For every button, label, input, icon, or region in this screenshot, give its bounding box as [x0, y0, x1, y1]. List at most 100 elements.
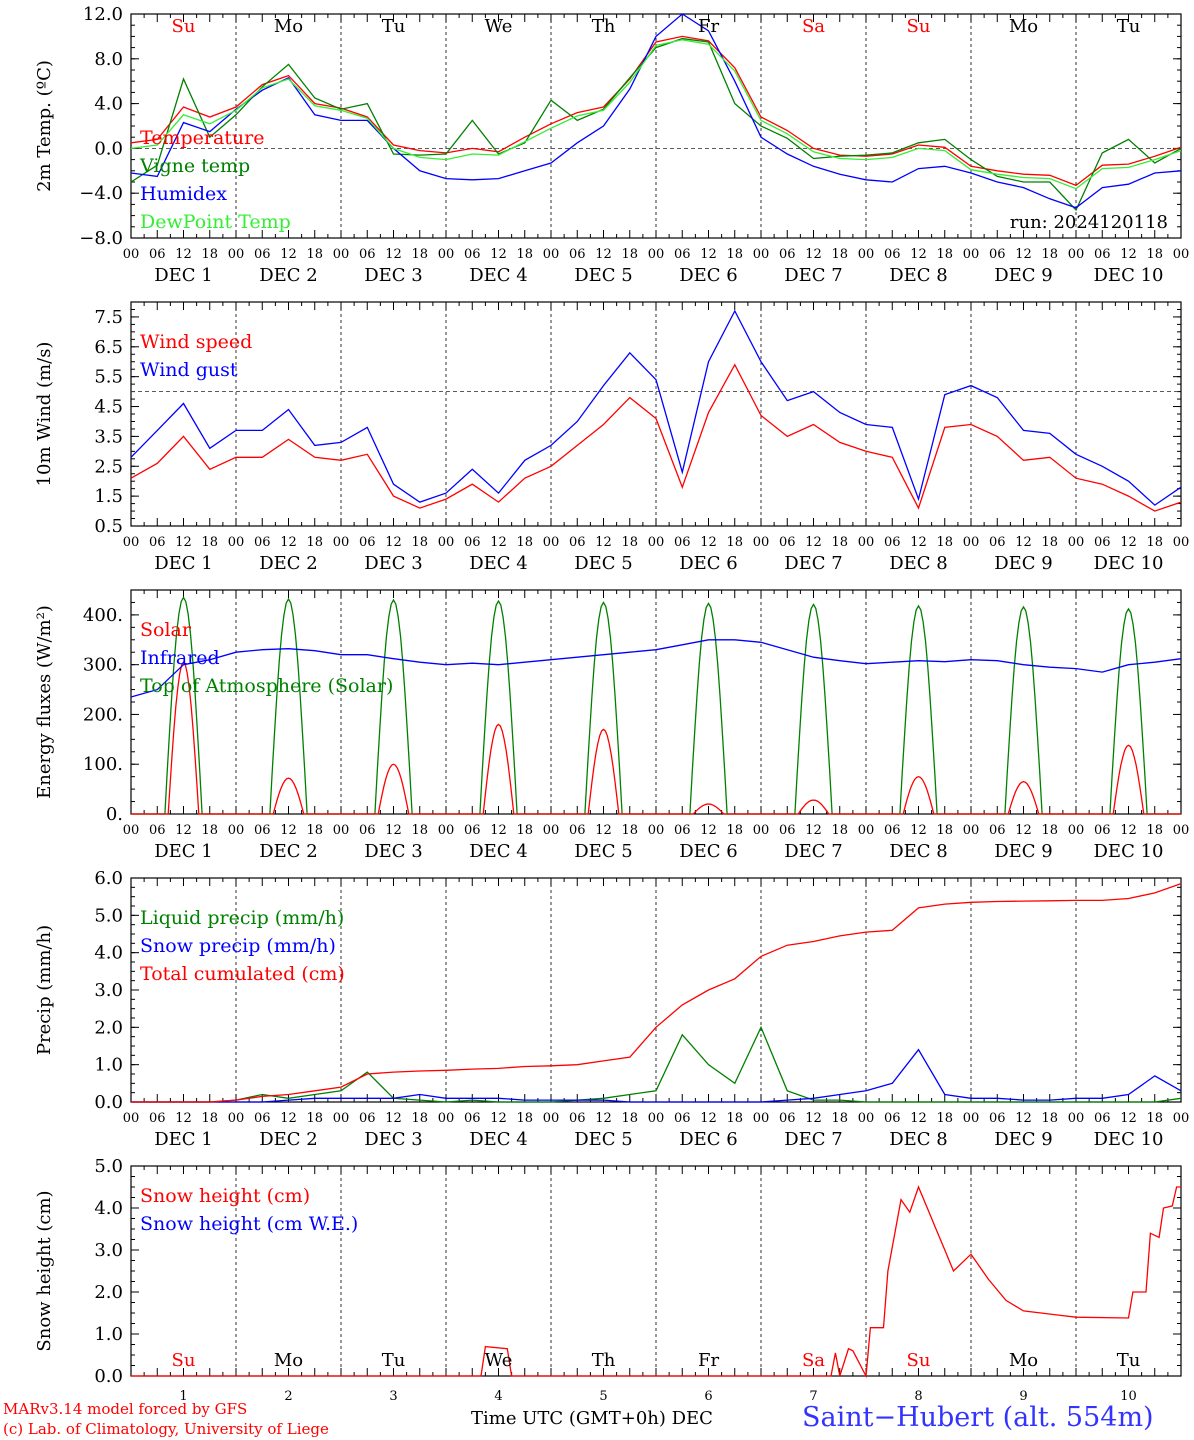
- x-hour-label: 00: [648, 1111, 665, 1126]
- x-date-label: DEC 5: [574, 553, 633, 574]
- x-hour-label: 00: [1068, 1111, 1085, 1126]
- x-hour-label: 00: [858, 1111, 875, 1126]
- x-hour-label: 00: [123, 823, 140, 838]
- x-hour-label: 00: [1068, 247, 1085, 262]
- x-hour-label: 12: [1015, 1111, 1032, 1126]
- x-date-label: DEC 10: [1094, 553, 1164, 574]
- x-hour-label: 06: [254, 535, 271, 550]
- y-tick-label: 200.: [83, 704, 123, 725]
- y-tick-label: 3.5: [94, 426, 123, 447]
- legend-total-cumulated-cm: Total cumulated (cm): [140, 963, 345, 985]
- x-hour-label: 12: [595, 1111, 612, 1126]
- x-hour-label: 06: [674, 823, 691, 838]
- x-hour-label: 00: [963, 1111, 980, 1126]
- weekday-label: Fr: [698, 16, 719, 37]
- x-hour-label: 06: [464, 535, 481, 550]
- x-hour-label: 18: [621, 823, 638, 838]
- x-hour-label: 18: [411, 535, 428, 550]
- weekday-label: We: [485, 16, 513, 37]
- x-hour-label: 00: [1068, 823, 1085, 838]
- y-tick-label: 1.5: [94, 486, 123, 507]
- x-hour-label: 18: [936, 247, 953, 262]
- x-hour-label: 18: [1146, 535, 1163, 550]
- weekday-label: Fr: [698, 1350, 719, 1371]
- x-hour-label: 12: [1120, 1111, 1137, 1126]
- x-hour-label: 18: [201, 1111, 218, 1126]
- legend-top-of-atmosphere-solar: Top of Atmosphere (Solar): [140, 675, 393, 697]
- x-hour-label: 00: [543, 1111, 560, 1126]
- legend-dewpoint-temp: DewPoint Temp: [140, 211, 291, 233]
- y-tick-label: 2.5: [94, 456, 123, 477]
- weekday-label: We: [485, 1350, 513, 1371]
- x-hour-label: 12: [595, 823, 612, 838]
- series-solar: [131, 661, 1181, 815]
- x-date-label: DEC 1: [154, 265, 213, 286]
- x-hour-label: 18: [1041, 247, 1058, 262]
- x-hour-label: 12: [1015, 535, 1032, 550]
- x-hour-label: 06: [884, 535, 901, 550]
- x-hour-label: 06: [254, 823, 271, 838]
- x-date-label: DEC 2: [259, 553, 318, 574]
- x-date-label: DEC 9: [994, 841, 1053, 862]
- x-hour-label: 18: [621, 535, 638, 550]
- x-hour-label: 12: [490, 823, 507, 838]
- y-tick-label: −4.0: [79, 183, 123, 204]
- x-hour-label: 18: [936, 823, 953, 838]
- x-hour-label: 18: [726, 1111, 743, 1126]
- x-hour-label: 12: [385, 823, 402, 838]
- y-tick-label: 4.0: [94, 943, 123, 964]
- x-hour-label: 12: [805, 1111, 822, 1126]
- x-day-number: 5: [599, 1389, 607, 1404]
- x-date-label: DEC 4: [469, 265, 528, 286]
- x-hour-label: 12: [700, 823, 717, 838]
- x-day-number: 1: [179, 1389, 187, 1404]
- x-date-label: DEC 2: [259, 841, 318, 862]
- legend-vigne-temp: Vigne temp: [139, 155, 250, 177]
- series-snow-height-cm: [131, 1185, 1181, 1379]
- x-hour-label: 06: [884, 1111, 901, 1126]
- x-hour-label: 00: [753, 535, 770, 550]
- x-date-label: DEC 6: [679, 265, 738, 286]
- legend-liquid-precip-mm-h: Liquid precip (mm/h): [140, 907, 344, 929]
- y-tick-label: 5.5: [94, 367, 123, 388]
- x-hour-label: 18: [1041, 823, 1058, 838]
- weekday-label: Th: [592, 16, 616, 37]
- x-hour-label: 06: [569, 247, 586, 262]
- x-hour-label: 00: [858, 823, 875, 838]
- x-axis-label: Time UTC (GMT+0h) DEC: [471, 1408, 713, 1429]
- x-hour-label: 18: [306, 535, 323, 550]
- x-hour-label: 06: [359, 535, 376, 550]
- x-hour-label: 06: [884, 247, 901, 262]
- x-hour-label: 06: [989, 247, 1006, 262]
- x-hour-label: 18: [831, 823, 848, 838]
- x-hour-label: 12: [595, 535, 612, 550]
- x-date-label: DEC 3: [364, 553, 423, 574]
- x-hour-label: 06: [1094, 535, 1111, 550]
- x-hour-label: 06: [254, 1111, 271, 1126]
- y-tick-label: 4.0: [94, 94, 123, 115]
- x-hour-label: 18: [1146, 1111, 1163, 1126]
- x-date-label: DEC 5: [574, 1129, 633, 1150]
- series-snow-precip-mm-h: [131, 1048, 1182, 1103]
- x-hour-label: 18: [306, 1111, 323, 1126]
- x-hour-label: 00: [123, 1111, 140, 1126]
- y-axis-label: Energy fluxes (W/m²): [34, 605, 55, 799]
- x-hour-label: 06: [254, 247, 271, 262]
- x-day-number: 2: [284, 1389, 292, 1404]
- x-hour-label: 12: [175, 535, 192, 550]
- x-hour-label: 00: [1173, 247, 1190, 262]
- x-hour-label: 06: [149, 535, 166, 550]
- weekday-label: Th: [592, 1350, 616, 1371]
- x-hour-label: 12: [1120, 823, 1137, 838]
- x-hour-label: 18: [831, 247, 848, 262]
- x-hour-label: 06: [989, 1111, 1006, 1126]
- x-hour-label: 12: [280, 535, 297, 550]
- x-date-label: DEC 7: [784, 841, 843, 862]
- x-hour-label: 00: [1173, 1111, 1190, 1126]
- x-hour-label: 12: [700, 1111, 717, 1126]
- y-tick-label: 0.0: [94, 138, 123, 159]
- x-hour-label: 06: [569, 535, 586, 550]
- x-hour-label: 06: [149, 1111, 166, 1126]
- x-hour-label: 00: [753, 823, 770, 838]
- x-hour-label: 12: [385, 535, 402, 550]
